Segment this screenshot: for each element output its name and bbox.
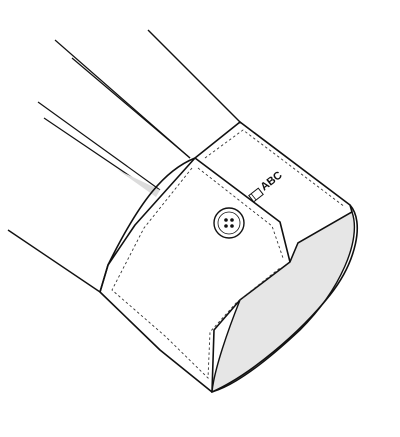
cuff-front-edge: [194, 157, 291, 263]
four-hole-button-icon: [213, 207, 245, 239]
sleeve-crease-3: [37, 101, 161, 191]
sleeve-body: [10, 40, 160, 292]
sleeve-outline-top: [147, 29, 243, 125]
sleeve: [7, 29, 243, 293]
cuff-stitching-front: [197, 167, 284, 259]
cuff-stitching-top: [204, 129, 346, 208]
sleeve-crease-2: [71, 57, 191, 159]
cuff-rounded-corner: [99, 157, 196, 293]
small-label-tag-icon: [248, 187, 264, 203]
cuff-opening-inner: [211, 210, 356, 393]
cuff-opening-rim: [211, 204, 358, 393]
cuff-stitching-bottom: [111, 167, 281, 380]
sleeve-shadow: [118, 170, 160, 197]
sleeve-outline-bottom: [7, 229, 101, 293]
cuff: [99, 121, 358, 393]
